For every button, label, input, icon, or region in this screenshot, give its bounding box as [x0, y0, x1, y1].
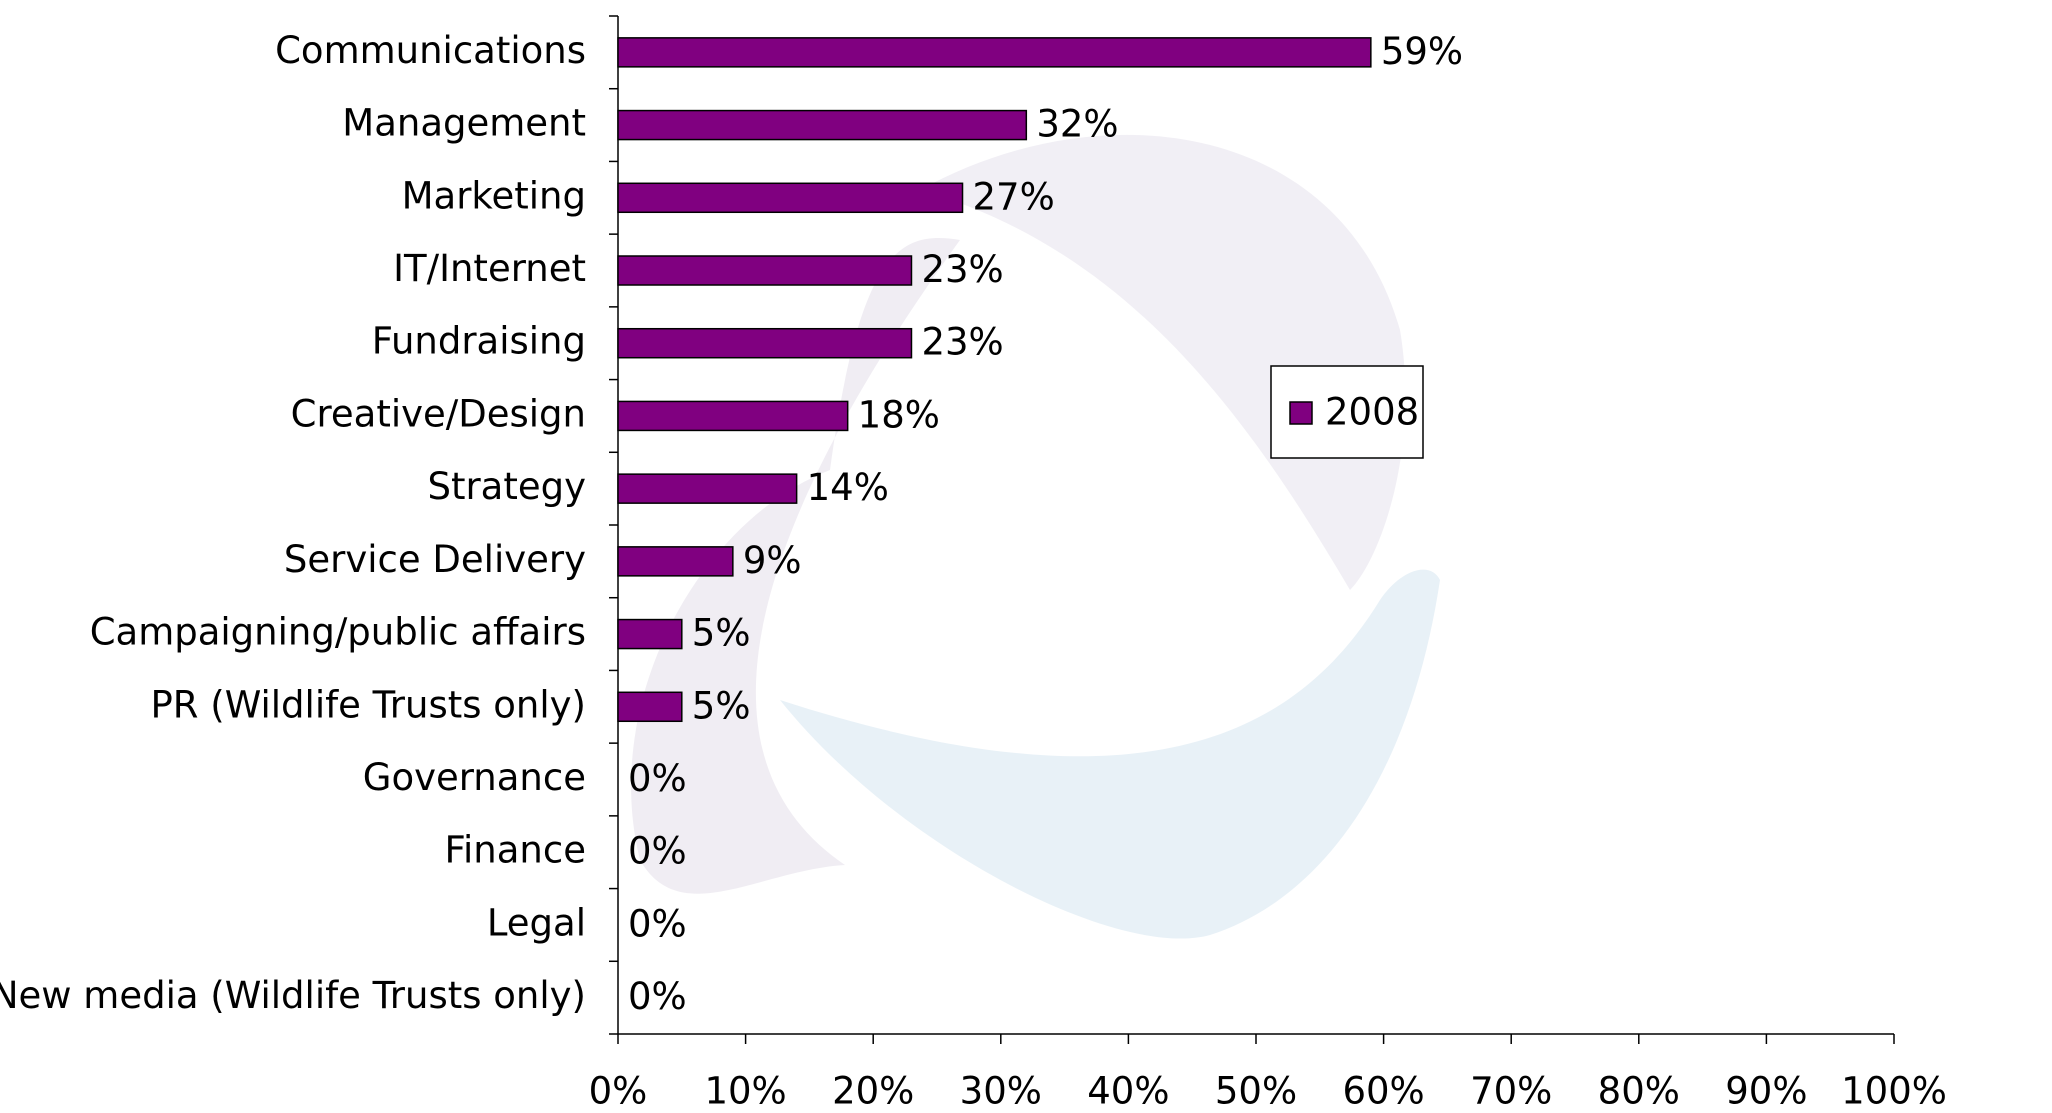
data-label: 0%: [628, 830, 687, 873]
x-tick-label: 80%: [1598, 1070, 1680, 1113]
bar: [618, 547, 733, 576]
y-tick-label: Management: [342, 102, 586, 145]
y-tick-label: Service Delivery: [284, 538, 586, 581]
page: {"chart_data": { "type": "bar", "orienta…: [0, 0, 2052, 1113]
bar: [618, 256, 911, 285]
bar: [618, 692, 682, 721]
chart: 2008 0% 10% 20% 30% 40% 50% 60% 70% 80% 90% 100% Co…: [0, 0, 2052, 1113]
x-tick-label: 10%: [704, 1070, 786, 1113]
bar: [618, 329, 911, 358]
data-label: 0%: [628, 902, 687, 945]
x-tick-label: 90%: [1725, 1070, 1807, 1113]
data-label: 27%: [973, 175, 1055, 218]
y-tick-label: Fundraising: [372, 320, 586, 363]
x-tick-label: 40%: [1087, 1070, 1169, 1113]
data-label: 0%: [628, 757, 687, 800]
legend-label: 2008: [1325, 391, 1419, 434]
x-tick-label: 70%: [1470, 1070, 1552, 1113]
bar: [618, 474, 797, 503]
bar: [618, 111, 1026, 140]
y-tick-label: Finance: [444, 829, 586, 872]
data-label: 9%: [743, 539, 802, 582]
bar: [618, 183, 963, 212]
data-label: 14%: [807, 466, 889, 509]
data-label: 5%: [692, 612, 751, 655]
y-tick-label: Communications: [275, 29, 586, 72]
y-tick-label: Legal: [487, 901, 586, 944]
x-tick-label: 30%: [960, 1070, 1042, 1113]
bar: [618, 401, 848, 430]
legend-swatch: [1290, 402, 1312, 424]
data-label: 18%: [858, 393, 940, 436]
y-tick-label: Marketing: [402, 174, 586, 217]
x-tick-label: 100%: [1841, 1070, 1947, 1113]
x-tick-label: 0%: [589, 1070, 648, 1113]
data-label: 32%: [1036, 103, 1118, 146]
y-tick-label: New media (Wildlife Trusts only): [0, 974, 586, 1017]
y-tick-label: Creative/Design: [291, 392, 586, 435]
bar: [618, 620, 682, 649]
legend: 2008: [1271, 366, 1423, 458]
y-tick-label: Campaigning/public affairs: [90, 611, 586, 654]
y-tick-label: IT/Internet: [393, 247, 586, 290]
swirl-shape: [780, 570, 1440, 939]
x-tick-label: 20%: [832, 1070, 914, 1113]
bar: [618, 38, 1371, 67]
y-tick-label: Strategy: [427, 465, 586, 508]
x-tick-label: 50%: [1215, 1070, 1297, 1113]
data-label: 23%: [921, 321, 1003, 364]
x-tick-label: 60%: [1342, 1070, 1424, 1113]
y-tick-label: PR (Wildlife Trusts only): [151, 683, 587, 726]
data-label: 5%: [692, 684, 751, 727]
data-label: 59%: [1381, 30, 1463, 73]
data-label: 23%: [921, 248, 1003, 291]
y-tick-label: Governance: [363, 756, 586, 799]
data-label: 0%: [628, 975, 687, 1018]
